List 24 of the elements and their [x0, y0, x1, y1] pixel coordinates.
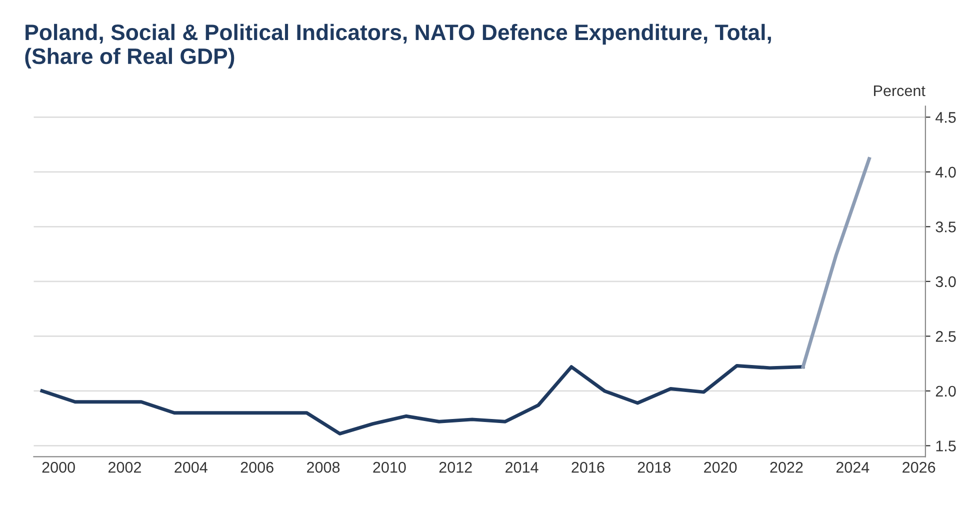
x-tick-label: 2016 [572, 462, 604, 473]
y-tick-label: 1.5 [936, 440, 956, 452]
x-tick-label: 2012 [439, 462, 472, 473]
y-tick-label: 2.0 [936, 386, 956, 397]
x-tick-label: 2022 [770, 462, 803, 473]
y-tick-label: 3.0 [936, 276, 956, 288]
x-tick-label: 2020 [704, 462, 737, 473]
y-axis-title: Percent [874, 86, 926, 96]
x-tick-label: 2018 [638, 462, 670, 473]
y-tick-label: 4.5 [936, 112, 956, 123]
chart-title: Poland, Social & Political Indicators, NATO Defence Expenditure, Total, (Share of Real GDP) [25, 24, 771, 69]
x-tick-label: 2004 [174, 462, 208, 473]
x-tick-label: 2008 [307, 462, 340, 473]
x-tick-label: 2010 [373, 462, 406, 473]
y-tick-label: 2.5 [936, 331, 956, 342]
x-tick-label: 2000 [42, 462, 75, 473]
y-tick-label: 3.5 [936, 222, 956, 232]
x-tick-label: 2006 [240, 462, 274, 473]
x-tick-label: 2026 [902, 462, 936, 473]
x-tick-label: 2002 [108, 462, 141, 473]
line-series [40, 364, 805, 436]
x-tick-label: 2024 [836, 462, 870, 473]
y-tick-label: 4.0 [936, 166, 956, 178]
x-tick-label: 2014 [506, 462, 538, 473]
